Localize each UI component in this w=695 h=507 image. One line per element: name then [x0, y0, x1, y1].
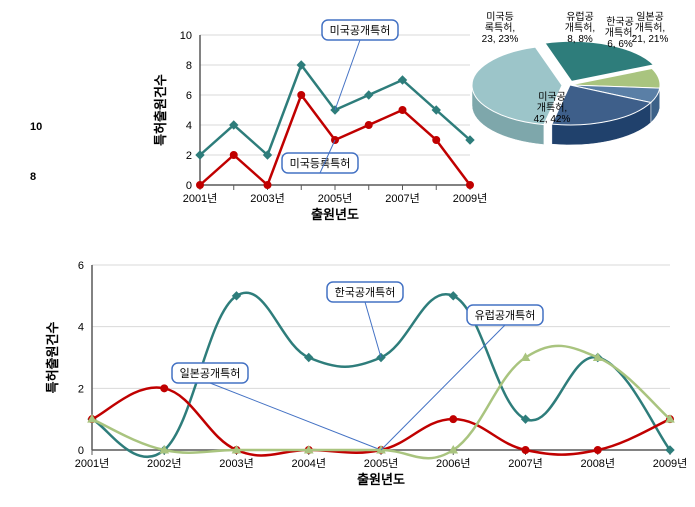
svg-text:2: 2 — [186, 150, 192, 162]
svg-text:2007년: 2007년 — [508, 457, 543, 470]
pie-label: 23, 23% — [482, 34, 519, 45]
pie-label: 8, 8% — [567, 34, 593, 45]
pie-label: 일본공 — [636, 11, 664, 23]
svg-text:2008년: 2008년 — [580, 457, 615, 470]
pie-label: 6, 6% — [607, 39, 633, 50]
svg-text:출원년도: 출원년도 — [357, 472, 405, 487]
svg-text:6: 6 — [186, 90, 192, 102]
svg-text:2009년: 2009년 — [653, 457, 688, 470]
svg-text:2001년: 2001년 — [183, 192, 218, 205]
callout-label: 미국등록특허 — [290, 157, 351, 170]
chart-canvas: 10802468102001년2003년2005년2007년2009년출원년도특… — [0, 0, 695, 507]
svg-text:2001년: 2001년 — [75, 457, 110, 470]
svg-text:10: 10 — [30, 121, 42, 133]
pie-label: 록특허, — [485, 22, 515, 34]
callout-label: 한국공개특허 — [335, 286, 396, 299]
callout-label: 일본공개특허 — [180, 366, 241, 380]
svg-text:2004년: 2004년 — [291, 457, 326, 470]
svg-text:2002년: 2002년 — [147, 457, 182, 470]
callout-label: 미국공개특허 — [330, 24, 391, 37]
svg-text:8: 8 — [30, 171, 36, 183]
pie-label: 개특허, — [605, 27, 635, 39]
svg-text:2006년: 2006년 — [436, 457, 471, 470]
callout-label: 유럽공개특허 — [475, 308, 536, 322]
pie-label: 42, 42% — [534, 114, 571, 125]
svg-text:0: 0 — [186, 180, 192, 192]
svg-text:10: 10 — [180, 30, 192, 42]
pie-label: 한국공 — [606, 16, 634, 28]
pie-label: 미국등 — [486, 11, 514, 23]
pie-label: 미국공 — [538, 91, 566, 103]
svg-text:4: 4 — [78, 322, 84, 334]
svg-text:0: 0 — [78, 445, 84, 457]
svg-text:출원년도: 출원년도 — [311, 207, 359, 222]
pie-chart: 미국등록특허,23, 23%유럽공개특허,8, 8%한국공개특허,6, 6%일본… — [472, 11, 668, 145]
pie-label: 유럽공 — [566, 11, 594, 23]
svg-text:2005년: 2005년 — [364, 457, 399, 470]
pie-label: 개특허, — [537, 102, 567, 114]
svg-text:2003년: 2003년 — [250, 192, 285, 205]
svg-text:2: 2 — [78, 383, 84, 395]
svg-text:특허출원건수: 특허출원건수 — [45, 322, 60, 394]
svg-text:특허출원건수: 특허출원건수 — [153, 74, 168, 146]
pie-label: 개특허, — [635, 22, 665, 34]
svg-text:4: 4 — [186, 120, 192, 132]
top-line-chart: 0 2 4 6 8 10 2001년 2003년 2005년 2007년 2009년출원년도 특허출원… — [153, 20, 487, 222]
svg-text:8: 8 — [186, 60, 192, 72]
pie-label: 개특허, — [565, 22, 595, 34]
svg-text:2007년: 2007년 — [385, 192, 420, 205]
bottom-line-chart: 0 2 4 6 2001년 2002년 2003년 2004년 2005년 2006년 2007년 2… — [45, 260, 687, 487]
pie-label: 21, 21% — [632, 34, 669, 45]
svg-text:2003년: 2003년 — [219, 457, 254, 470]
svg-text:2009년: 2009년 — [453, 192, 488, 205]
svg-text:6: 6 — [78, 260, 84, 272]
svg-text:2005년: 2005년 — [318, 192, 353, 205]
